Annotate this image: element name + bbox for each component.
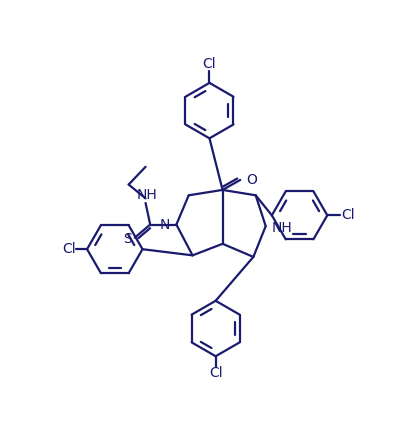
Text: NH: NH — [272, 220, 292, 235]
Text: Cl: Cl — [341, 208, 355, 222]
Text: S: S — [123, 232, 132, 246]
Text: N: N — [160, 217, 170, 232]
Text: O: O — [247, 173, 257, 187]
Text: Cl: Cl — [62, 242, 75, 256]
Text: Cl: Cl — [209, 366, 222, 380]
Text: NH: NH — [137, 188, 158, 202]
Text: Cl: Cl — [202, 57, 216, 72]
